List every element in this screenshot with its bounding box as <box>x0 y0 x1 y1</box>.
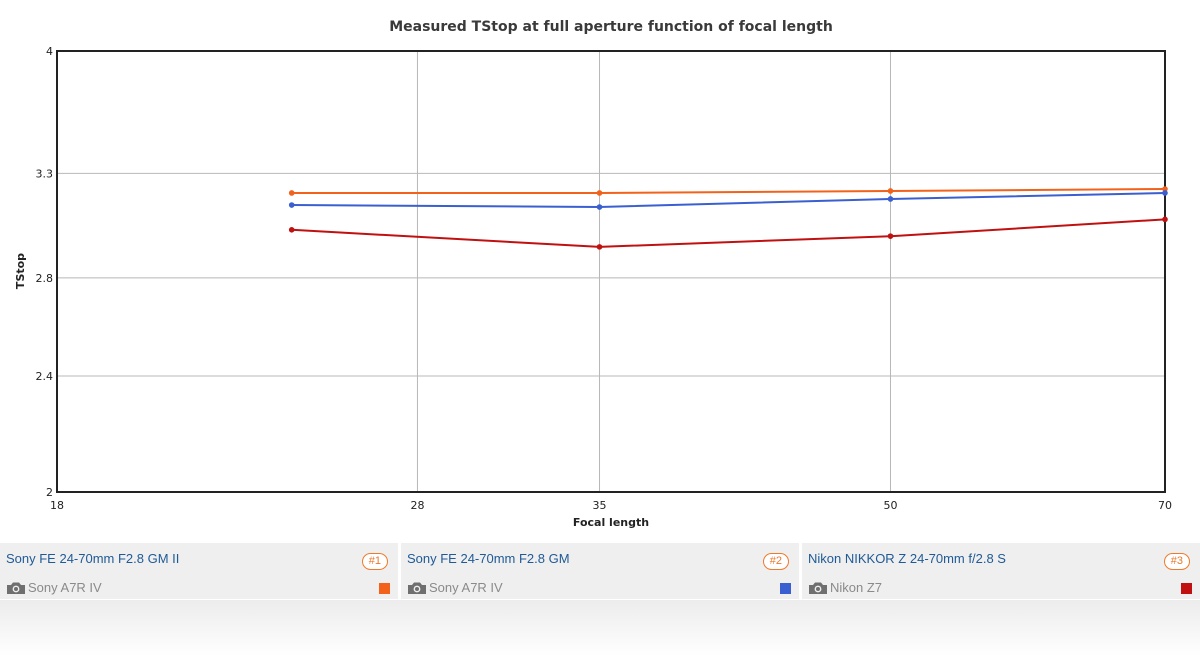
series-line <box>291 192 1166 209</box>
x-tick-label: 18 <box>50 499 64 512</box>
series-group <box>288 186 1168 250</box>
y-tick-labels: 2 2.4 2.8 3.3 4 <box>36 45 54 499</box>
legend-badge[interactable]: #1 <box>361 553 388 570</box>
camera-icon <box>809 582 827 594</box>
plot-frame <box>56 50 1166 493</box>
legend-camera-name: Nikon Z7 <box>830 580 883 595</box>
legend-swatch <box>379 583 390 594</box>
y-tick-label: 4 <box>46 45 53 58</box>
x-axis-label: Focal length <box>573 516 649 529</box>
legend-badge[interactable]: #3 <box>1163 553 1190 570</box>
series-2 <box>288 190 1168 210</box>
data-point[interactable] <box>1162 186 1168 192</box>
x-tick-label: 28 <box>410 499 424 512</box>
legend-camera: Sony A7R IV <box>6 580 102 595</box>
data-point[interactable] <box>288 227 295 233</box>
data-point[interactable] <box>288 190 295 196</box>
x-tick-label: 50 <box>883 499 897 512</box>
legend-item-3[interactable]: Nikon NIKKOR Z 24-70mm f/2.8 S #3 Nikon … <box>802 543 1200 599</box>
legend-camera: Nikon Z7 <box>808 580 882 595</box>
y-axis-label: TStop <box>14 253 27 289</box>
legend-swatch <box>780 583 791 594</box>
legend-lens-name[interactable]: Sony FE 24-70mm F2.8 GM <box>407 551 570 566</box>
data-point[interactable] <box>596 190 603 196</box>
legend-lens-name[interactable]: Nikon NIKKOR Z 24-70mm f/2.8 S <box>808 551 1006 566</box>
x-tick-label: 35 <box>593 499 607 512</box>
series-line <box>291 218 1166 248</box>
series-3 <box>288 216 1168 250</box>
data-point[interactable] <box>1162 216 1168 223</box>
data-point[interactable] <box>288 202 295 208</box>
x-tick-label: 70 <box>1158 499 1172 512</box>
x-tick-labels: 18 28 35 50 70 <box>50 499 1172 512</box>
data-point[interactable] <box>1162 190 1168 196</box>
legend-camera-name: Sony A7R IV <box>429 580 503 595</box>
camera-icon <box>7 582 25 594</box>
series-line <box>291 188 1166 194</box>
y-tick-label: 2.8 <box>36 272 54 285</box>
data-point[interactable] <box>596 204 603 210</box>
grid <box>56 50 1166 493</box>
legend-badge[interactable]: #2 <box>762 553 789 570</box>
legend-swatch <box>1181 583 1192 594</box>
y-tick-label: 2 <box>46 486 53 499</box>
footer-fade <box>0 600 1200 656</box>
y-tick-label: 2.4 <box>36 370 54 383</box>
legend-camera: Sony A7R IV <box>407 580 503 595</box>
legend-camera-name: Sony A7R IV <box>28 580 102 595</box>
legend-item-2[interactable]: Sony FE 24-70mm F2.8 GM #2 Sony A7R IV <box>401 543 799 599</box>
chart: Measured TStop at full aperture function… <box>14 19 1172 529</box>
camera-icon <box>408 582 426 594</box>
series-1 <box>288 186 1168 196</box>
legend-item-1[interactable]: Sony FE 24-70mm F2.8 GM II #1 Sony A7R I… <box>0 543 398 599</box>
data-point[interactable] <box>887 233 894 239</box>
data-point[interactable] <box>887 188 894 194</box>
data-point[interactable] <box>596 244 603 250</box>
legend: Sony FE 24-70mm F2.8 GM II #1 Sony A7R I… <box>0 543 1200 599</box>
chart-title: Measured TStop at full aperture function… <box>389 19 833 35</box>
data-point[interactable] <box>887 196 894 202</box>
y-tick-label: 3.3 <box>36 167 54 180</box>
legend-lens-name[interactable]: Sony FE 24-70mm F2.8 GM II <box>6 551 180 566</box>
